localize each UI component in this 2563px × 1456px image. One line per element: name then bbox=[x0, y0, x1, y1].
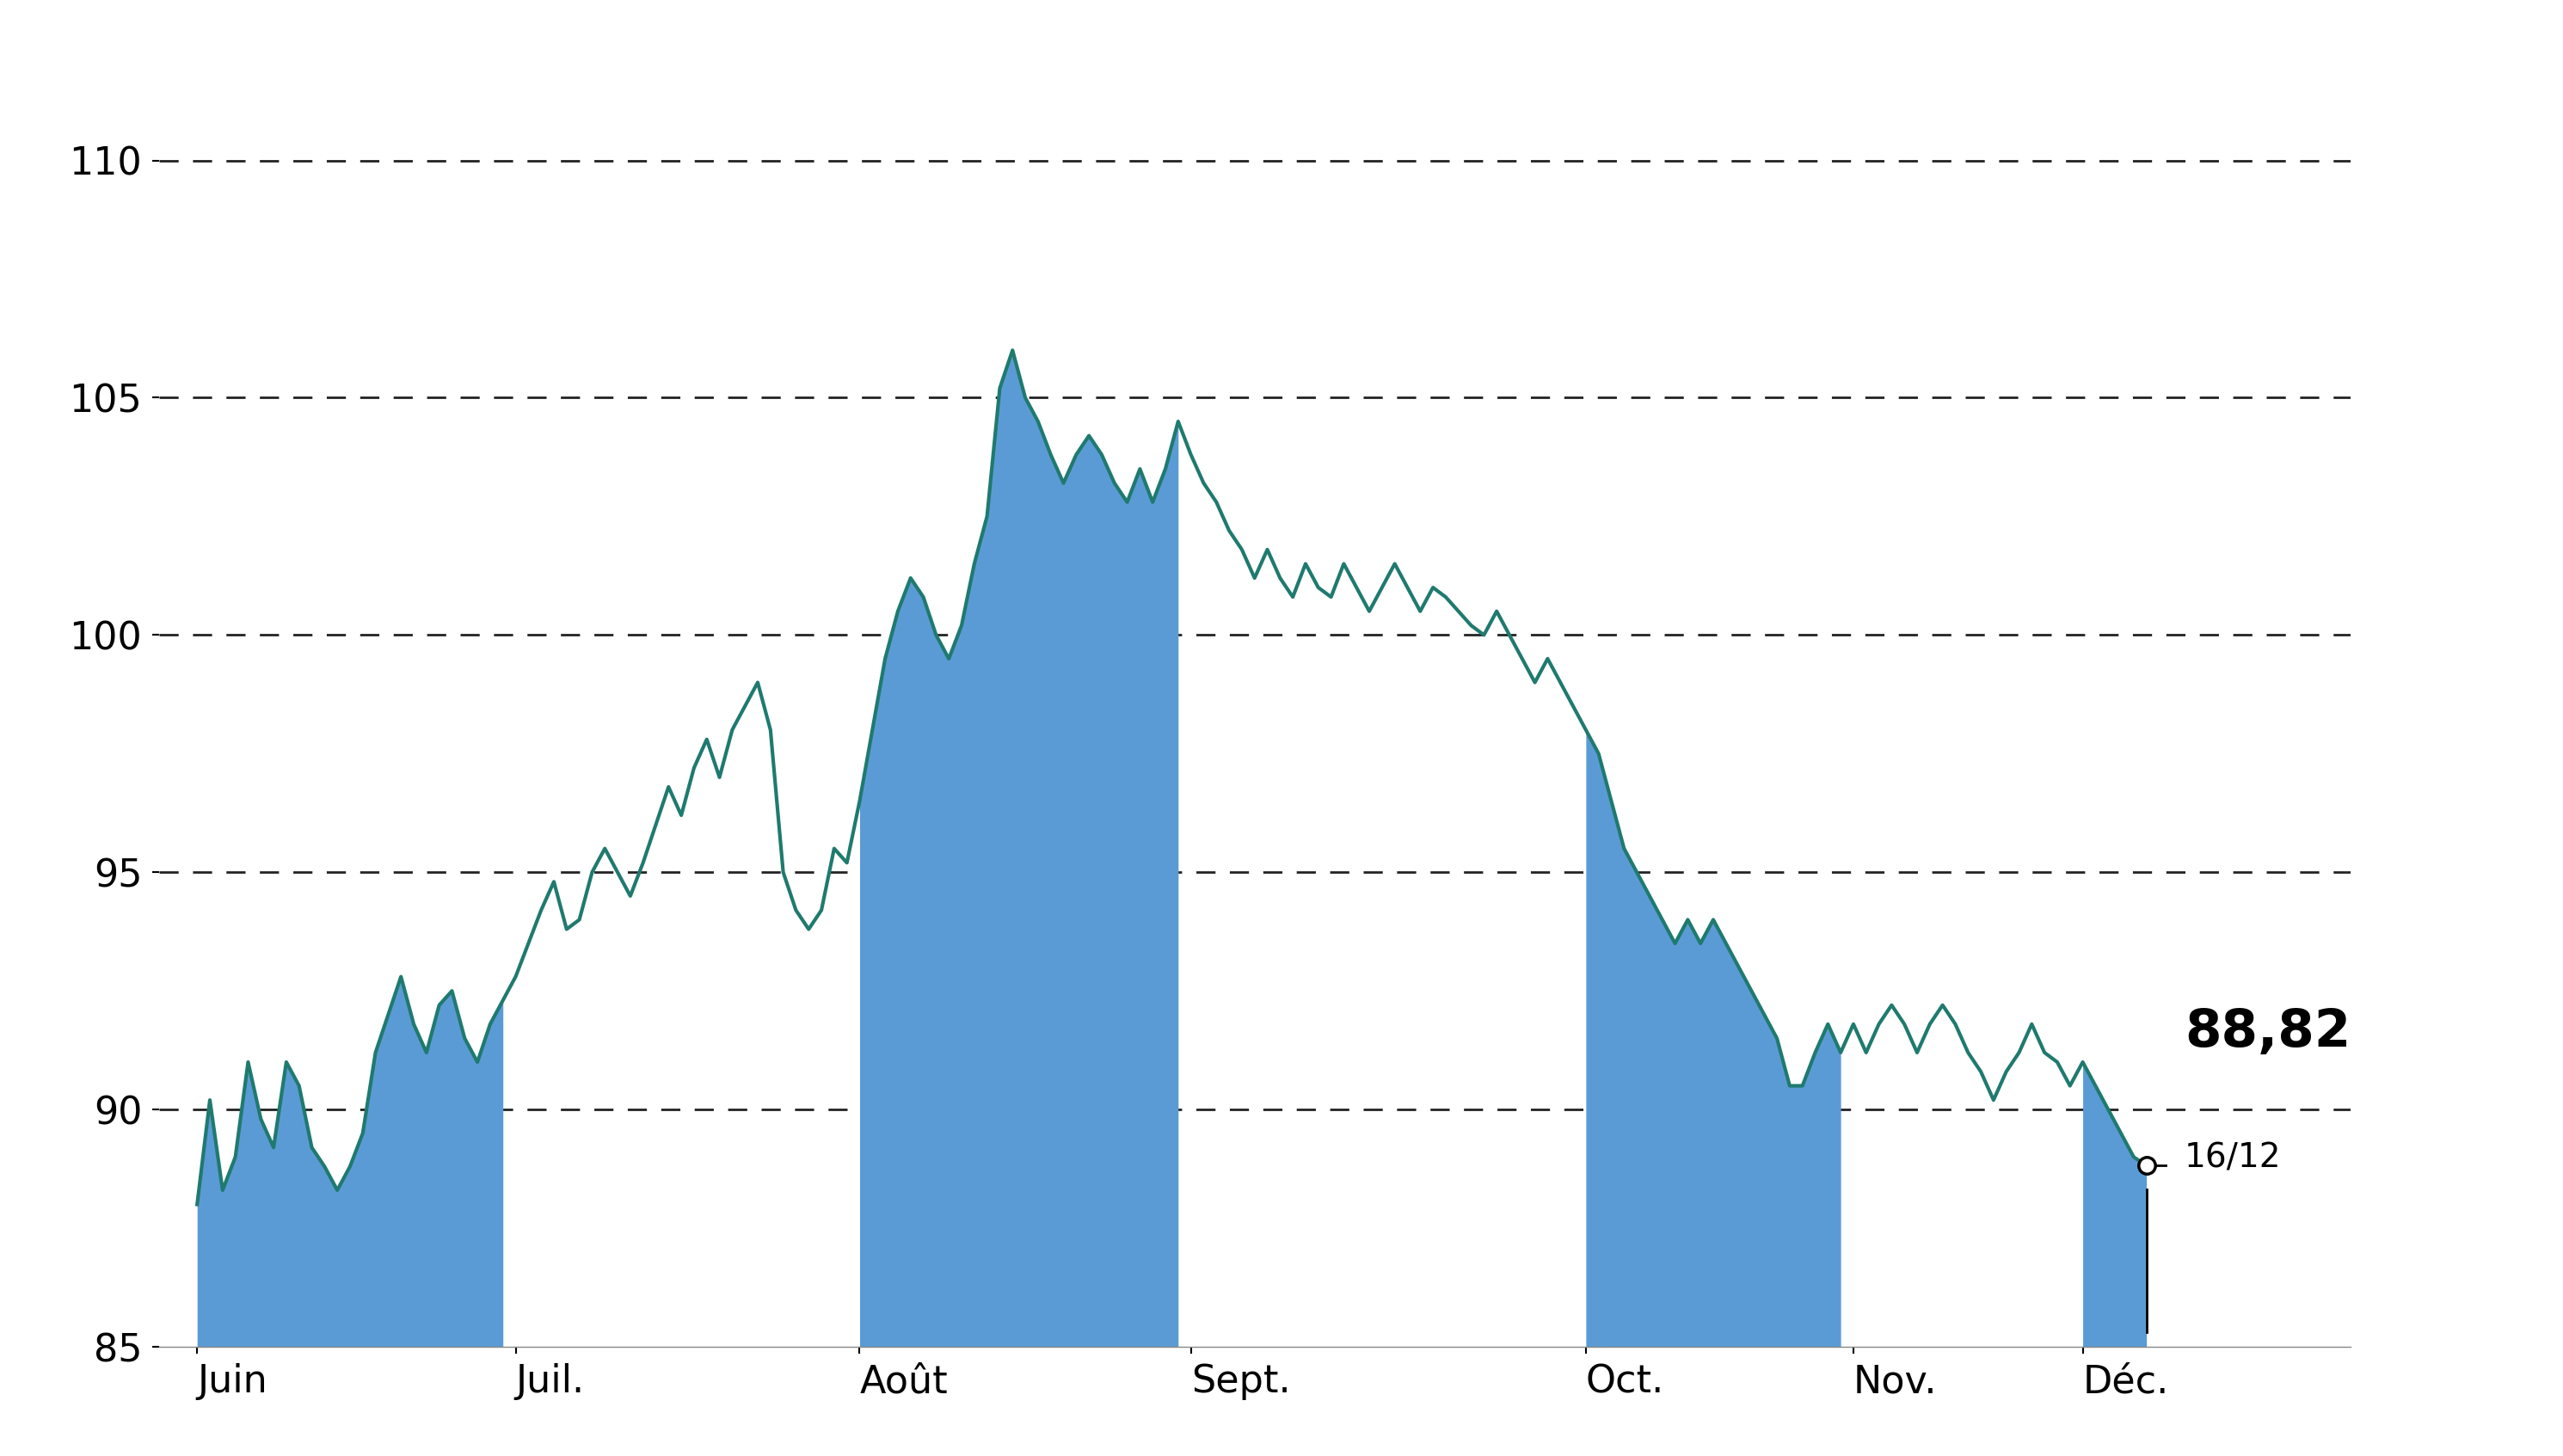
Text: 88,82: 88,82 bbox=[2184, 1008, 2350, 1059]
Text: 16/12: 16/12 bbox=[2184, 1142, 2281, 1175]
Text: SANOFI: SANOFI bbox=[1130, 25, 1433, 95]
